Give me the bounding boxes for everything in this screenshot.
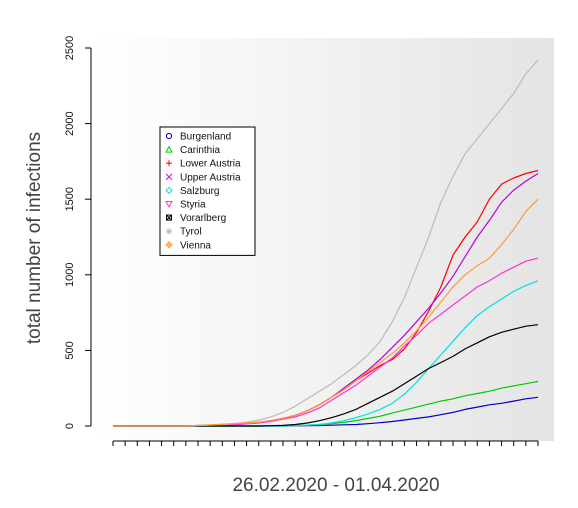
y-axis-label: total number of infections <box>24 132 45 344</box>
legend-label-salzburg: Salzburg <box>180 186 219 197</box>
legend-marker-vienna <box>165 241 173 249</box>
y-axis: 0 500 1000 1500 2000 2500 <box>64 36 92 429</box>
legend-marker-upper-austria <box>165 173 173 181</box>
legend-label-lower-austria: Lower Austria <box>180 159 241 170</box>
legend-marker-styria <box>165 201 173 209</box>
legend-marker-lower-austria <box>166 160 172 167</box>
legend-label-styria: Styria <box>180 200 206 211</box>
legend-marker-salzburg <box>165 186 173 195</box>
legend-label-burgenland: Burgenland <box>180 132 231 143</box>
legend-label-vienna: Vienna <box>180 240 211 251</box>
x-axis-label: 26.02.2020 - 01.04.2020 <box>232 475 439 496</box>
series-line-vienna <box>113 198 539 427</box>
legend-label-tyrol: Tyrol <box>180 227 202 238</box>
y-tick-label: 1500 <box>64 187 76 211</box>
legend-marker-tyrol <box>166 228 172 235</box>
x-axis <box>112 440 539 446</box>
legend: Burgenland Carinthia Lower Austria Upper Au… <box>159 126 256 256</box>
legend-label-vorarlberg: Vorarlberg <box>180 213 226 224</box>
y-tick-label: 2500 <box>64 36 76 60</box>
legend-marker-burgenland <box>165 132 173 140</box>
legend-label-carinthia: Carinthia <box>180 145 220 156</box>
y-tick-label: 0 <box>64 423 76 429</box>
series-layer <box>113 59 539 427</box>
y-tick-label: 500 <box>64 341 76 359</box>
legend-label-upper-austria: Upper Austria <box>180 172 241 183</box>
legend-box <box>159 126 256 256</box>
legend-marker-carinthia <box>165 145 173 153</box>
y-tick-label: 1000 <box>64 263 76 287</box>
legend-marker-vorarlberg <box>166 214 172 221</box>
y-tick-label: 2000 <box>64 111 76 135</box>
